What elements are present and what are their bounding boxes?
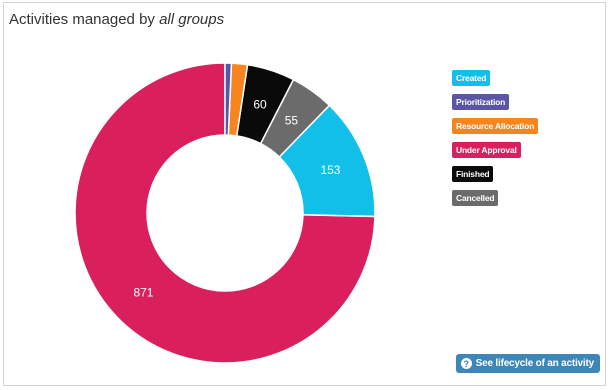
lifecycle-help-button[interactable]: ? See lifecycle of an activity [455,354,600,373]
donut-data-label: 153 [320,163,340,177]
legend-item-created[interactable]: Created [452,70,491,86]
legend-item-finished[interactable]: Finished [452,166,494,182]
donut-slice-under-approval[interactable] [74,62,376,364]
legend-item-under-approval[interactable]: Under Approval [452,142,521,158]
chart-title: Activities managed by all groups [9,11,224,28]
donut-slices [74,62,376,364]
donut-data-label: 60 [253,98,267,112]
donut-slice-prioritization[interactable] [224,62,233,136]
legend-item-resource-allocation[interactable]: Resource Allocation [452,118,539,134]
donut-data-label: 871 [133,286,153,300]
donut-chart: 871 153 55 60 [74,62,376,364]
question-circle-icon: ? [460,358,472,369]
donut-labels: 871 153 55 60 [133,98,340,300]
lifecycle-help-label: See lifecycle of an activity [475,358,595,369]
chart-legend: Created Prioritization Resource Allocation… [452,70,539,214]
chart-title-emphasis: all groups [159,11,225,28]
legend-item-cancelled[interactable]: Cancelled [452,190,499,206]
donut-data-label: 55 [285,113,299,127]
chart-panel: Activities managed by all groups 871 153 5… [3,2,606,386]
legend-item-prioritization[interactable]: Prioritization [452,94,510,110]
chart-title-prefix: Activities managed by [9,11,155,28]
